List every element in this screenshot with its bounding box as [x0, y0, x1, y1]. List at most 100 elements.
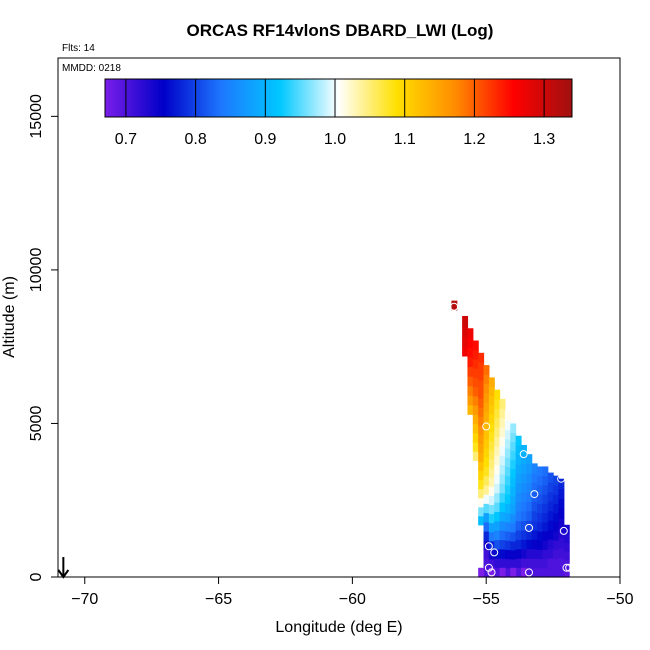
heatmap-cell	[483, 567, 490, 578]
colorbar-tick-label: 1.1	[394, 131, 416, 148]
heatmap-cell	[488, 377, 495, 388]
heatmap-cell	[467, 385, 474, 396]
heatmap-cell	[520, 510, 527, 522]
heatmap-cell	[472, 395, 479, 406]
heatmap-cell	[494, 417, 501, 428]
heatmap-cell	[547, 472, 554, 483]
heatmap-cell	[510, 441, 517, 452]
heatmap-cell	[494, 483, 501, 494]
heatmap-cell	[488, 477, 495, 487]
heatmap-cell	[488, 440, 495, 451]
heatmap-cells	[451, 300, 570, 578]
heatmap-cell	[478, 352, 485, 363]
heatmap-cell	[494, 539, 501, 550]
heatmap-cell	[499, 455, 506, 466]
heatmap-cell	[499, 502, 506, 512]
heatmap-cell	[483, 420, 490, 431]
heatmap-cell	[563, 568, 570, 578]
heatmap-cell	[483, 540, 490, 550]
heatmap-cell	[510, 567, 517, 578]
heatmap-cell	[526, 529, 533, 540]
heatmap-cell	[488, 413, 495, 424]
heatmap-cell	[483, 411, 490, 421]
heatmap-cell	[520, 520, 527, 531]
heatmap-cell	[531, 567, 538, 578]
heatmap-cell	[553, 494, 560, 504]
heatmap-cell	[504, 530, 511, 541]
heatmap-cell	[478, 425, 485, 435]
heatmap-cell	[520, 501, 527, 512]
heatmap-cell	[558, 478, 565, 490]
heatmap-cell	[531, 482, 538, 493]
heatmap-cell	[483, 374, 490, 385]
heatmap-cell	[515, 539, 522, 550]
colorbar-tick-label: 0.7	[115, 131, 137, 148]
heatmap-cell	[483, 484, 490, 495]
heatmap-cell	[472, 441, 479, 452]
heatmap-cell	[483, 365, 490, 375]
heatmap-cell	[547, 539, 554, 550]
heatmap-cell	[472, 405, 479, 415]
heatmap-cell	[537, 530, 543, 541]
heatmap-cell	[542, 512, 549, 523]
heatmap-cell	[478, 515, 485, 526]
heatmap-cell	[531, 491, 538, 502]
flights-annotation: Flts: 14	[62, 43, 95, 54]
heatmap-cell	[483, 466, 490, 477]
heatmap-cell	[488, 468, 495, 478]
heatmap-cell	[499, 427, 506, 437]
heatmap-cell	[478, 497, 485, 508]
heatmap-cell	[515, 492, 522, 503]
heatmap-cell	[494, 530, 501, 541]
heatmap-cell	[563, 542, 570, 552]
heatmap-cell	[478, 407, 485, 417]
heatmap-cell	[510, 459, 517, 470]
heatmap-cell	[531, 472, 538, 483]
heatmap-cell	[526, 567, 533, 578]
heatmap-cell	[553, 484, 560, 495]
heatmap-cell	[558, 518, 565, 529]
heatmap-cell	[531, 529, 538, 540]
heatmap-cell	[462, 345, 469, 357]
heatmap-cell	[488, 404, 495, 415]
colorbar-tick-label: 0.8	[184, 131, 206, 148]
heatmap-cell	[494, 492, 501, 503]
heatmap-cell	[558, 567, 565, 578]
heatmap-cell	[483, 475, 490, 486]
heatmap-cell	[520, 454, 527, 465]
flight-marker	[525, 568, 534, 577]
heatmap-cell	[488, 531, 495, 542]
heatmap-cell	[472, 377, 479, 388]
heatmap-cell	[537, 567, 543, 578]
heatmap-cell	[520, 463, 527, 474]
heatmap-cell	[494, 558, 501, 569]
heatmap-cell	[488, 504, 495, 515]
heatmap-cell	[553, 549, 560, 560]
heatmap-cell	[537, 512, 543, 523]
heatmap-cell	[504, 494, 511, 504]
heatmap-cell	[526, 473, 533, 484]
flight-marker	[530, 490, 539, 499]
heatmap-cell	[537, 484, 543, 495]
heatmap-cell	[526, 520, 533, 531]
heatmap-cell	[526, 558, 533, 569]
plot-frame	[57, 57, 621, 578]
heatmap-cell	[542, 540, 549, 550]
heatmap-cell	[510, 558, 517, 569]
heatmap-cell	[515, 520, 522, 531]
colorbar-tick-label: 1.3	[533, 131, 555, 148]
heatmap-cell	[531, 548, 538, 559]
heatmap-cell	[547, 567, 554, 578]
heatmap-cell	[510, 432, 517, 443]
heatmap-cell	[542, 549, 549, 560]
heatmap-cell	[515, 529, 522, 540]
heatmap-cell	[499, 436, 506, 447]
heatmap-cell	[478, 370, 485, 381]
heatmap-cell	[472, 414, 479, 425]
heatmap-cell	[488, 558, 495, 569]
heatmap-cell	[558, 498, 565, 509]
heatmap-cell	[504, 484, 511, 495]
heatmap-cell	[504, 438, 511, 449]
heatmap-cell	[504, 457, 511, 468]
heatmap-cell	[472, 368, 479, 378]
